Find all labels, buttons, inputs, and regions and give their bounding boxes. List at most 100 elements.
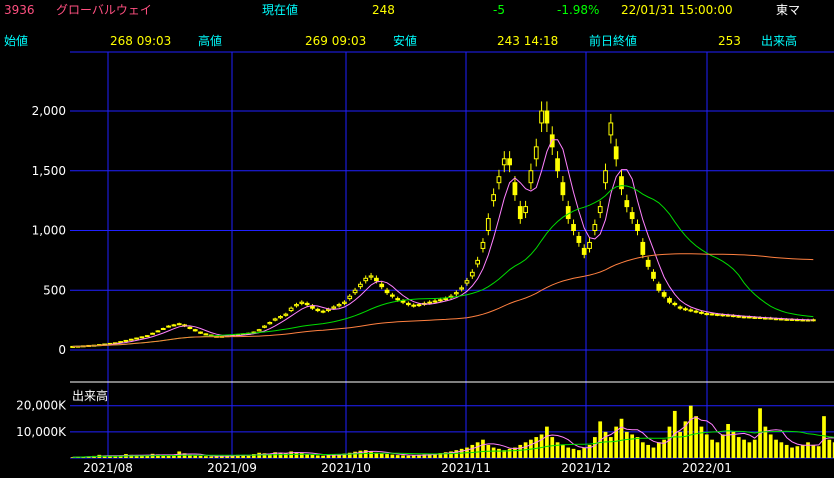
- candle-body: [496, 176, 502, 184]
- volume-bar: [172, 454, 176, 458]
- volume-bar: [305, 454, 309, 458]
- volume-bar: [603, 431, 608, 458]
- x-tick-label: 2022/01: [682, 461, 732, 475]
- volume-ma-mid-line: [72, 430, 834, 458]
- volume-bar: [358, 450, 363, 458]
- candle-body: [139, 336, 145, 339]
- candle-body: [326, 308, 331, 312]
- volume-bar: [145, 455, 150, 458]
- volume-bar: [577, 450, 581, 458]
- candle-body: [256, 329, 262, 332]
- candle-body: [278, 316, 283, 319]
- volume-bar: [736, 437, 741, 458]
- volume-bar: [193, 455, 198, 458]
- prev-close-value: 253: [718, 34, 741, 48]
- volume-bar: [635, 437, 640, 458]
- volume-bar: [326, 455, 331, 458]
- volume-bar: [534, 437, 539, 458]
- volume-bar: [449, 451, 453, 458]
- candle-body: [715, 313, 720, 316]
- volume-bar: [235, 454, 240, 458]
- candle-body: [283, 313, 289, 316]
- candle-body: [427, 301, 433, 304]
- low-label: 安値: [393, 34, 418, 48]
- candle-body: [571, 224, 576, 231]
- candle-body: [459, 287, 465, 290]
- volume-panel-title: 出来高: [72, 388, 108, 403]
- volume-bar: [401, 455, 405, 458]
- quote-header-row-2: 始値 268 09:03 高値 269 09:03 安値 243 14:18 前…: [0, 33, 834, 49]
- candle-body: [437, 299, 443, 302]
- volume-bar: [784, 444, 789, 458]
- volume-bar: [406, 455, 411, 458]
- candle-body: [363, 277, 369, 282]
- open-value: 268 09:03: [110, 34, 172, 48]
- candle-body: [645, 259, 651, 267]
- volume-bar: [672, 410, 677, 458]
- volume-bar: [795, 446, 800, 458]
- price-y-tick-label: 500: [43, 283, 66, 297]
- volume-bar: [726, 424, 730, 458]
- ma-long-line: [72, 253, 814, 347]
- volume-bar: [742, 439, 746, 458]
- volume-bar: [411, 455, 416, 458]
- candle-body: [741, 316, 747, 319]
- candle-body: [374, 277, 379, 282]
- volume-bar: [156, 454, 160, 458]
- volume-bar: [481, 439, 485, 458]
- candle-body: [134, 337, 139, 340]
- candle-body: [592, 224, 598, 231]
- volume-bar: [347, 452, 352, 458]
- volume-bar: [752, 439, 757, 458]
- candle-body: [667, 298, 672, 303]
- candle-body: [560, 182, 566, 196]
- price-grid: [70, 52, 834, 458]
- volume-bar: [694, 416, 698, 458]
- volume-bar: [134, 455, 139, 458]
- candle-body: [315, 308, 321, 312]
- candle-body: [608, 122, 614, 136]
- volume-ma-short-line: [72, 416, 834, 458]
- volume-bar: [507, 448, 512, 458]
- candle-body: [118, 341, 123, 344]
- candle-body: [123, 339, 129, 342]
- volume-bar: [374, 452, 379, 458]
- volume-bar: [688, 405, 693, 458]
- candle-body: [501, 158, 507, 166]
- volume-bar: [209, 456, 214, 458]
- candle-body: [512, 182, 518, 196]
- candle-body: [331, 306, 337, 309]
- volume-bar: [113, 456, 118, 458]
- candle-body: [262, 325, 267, 328]
- volume-bar: [166, 455, 171, 458]
- candle-body: [379, 283, 385, 288]
- volume-bar: [763, 426, 768, 458]
- volume-bar: [699, 426, 704, 458]
- volume-label: 出来高: [761, 34, 798, 48]
- volume-bar: [310, 454, 315, 458]
- x-tick-label: 2021/12: [561, 461, 611, 475]
- candle-body: [464, 280, 470, 284]
- candle-body: [704, 313, 710, 316]
- volume-bar: [640, 442, 645, 458]
- volume-bar: [219, 455, 224, 458]
- volume-y-tick-label: 20,000K: [16, 399, 67, 413]
- candle-body: [709, 313, 715, 316]
- volume-bar: [363, 450, 368, 458]
- candle-body: [485, 218, 491, 232]
- volume-bar: [321, 455, 325, 458]
- candle-body: [443, 298, 449, 301]
- candle-body: [272, 318, 278, 321]
- volume-bar: [747, 442, 752, 458]
- candle-body: [160, 327, 166, 330]
- volume-bar: [502, 450, 507, 458]
- price-y-axis: 0 500 1,000 1,500 2,000: [32, 104, 66, 357]
- candle-body: [629, 212, 635, 220]
- candle-body: [544, 110, 550, 124]
- candle-body: [688, 309, 694, 312]
- volume-bar: [214, 456, 219, 458]
- volume-bar: [342, 453, 347, 458]
- volume-bar: [614, 426, 619, 458]
- open-label: 始値: [4, 34, 29, 48]
- volume-bar: [385, 454, 389, 458]
